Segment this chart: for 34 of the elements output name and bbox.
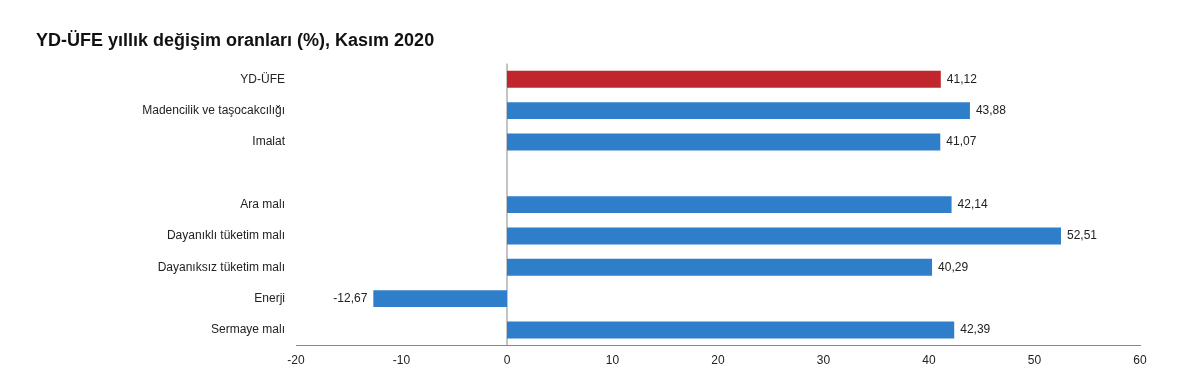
x-tick-label: 20 bbox=[711, 353, 725, 368]
bar bbox=[507, 70, 941, 88]
chart-title: YD-ÜFE yıllık değişim oranları (%), Kasım 2020 bbox=[36, 29, 435, 50]
y-tick-label: Dayanıklı tüketim malı bbox=[166, 228, 285, 243]
bar bbox=[507, 102, 970, 120]
data-label: 41,07 bbox=[946, 134, 977, 149]
y-tick-label: YD-ÜFE bbox=[240, 71, 285, 86]
x-tick-label: 30 bbox=[816, 353, 831, 368]
bar bbox=[507, 258, 933, 276]
x-tick-label: 40 bbox=[922, 353, 936, 368]
x-tick-label: -10 bbox=[392, 353, 411, 368]
data-label: 42,14 bbox=[957, 196, 988, 211]
x-tick-label: 60 bbox=[1133, 353, 1147, 368]
x-tick-label: 10 bbox=[605, 353, 620, 368]
y-tick-label: Imalat bbox=[252, 134, 286, 149]
y-tick-label: Sermaye malı bbox=[210, 322, 285, 337]
data-label: 42,39 bbox=[960, 322, 991, 337]
y-tick-label: Madencilik ve taşocakcılığı bbox=[142, 102, 285, 117]
y-tick-label: Ara malı bbox=[240, 196, 285, 211]
y-tick-label: Dayanıksız tüketim malı bbox=[157, 259, 285, 274]
bar bbox=[373, 290, 507, 308]
x-tick-label: -20 bbox=[287, 353, 305, 368]
data-label: 43,88 bbox=[975, 102, 1007, 117]
bar bbox=[507, 321, 955, 339]
bar bbox=[507, 227, 1061, 245]
data-label: 52,51 bbox=[1066, 228, 1098, 243]
data-label: 40,29 bbox=[938, 259, 969, 274]
x-tick-label: 0 bbox=[503, 353, 511, 368]
bar bbox=[507, 196, 952, 214]
data-label: 41,12 bbox=[946, 71, 978, 86]
bar bbox=[507, 133, 941, 151]
x-tick-label: 50 bbox=[1027, 353, 1042, 368]
data-label: -12,67 bbox=[333, 290, 368, 305]
y-tick-label: Enerji bbox=[254, 290, 285, 305]
